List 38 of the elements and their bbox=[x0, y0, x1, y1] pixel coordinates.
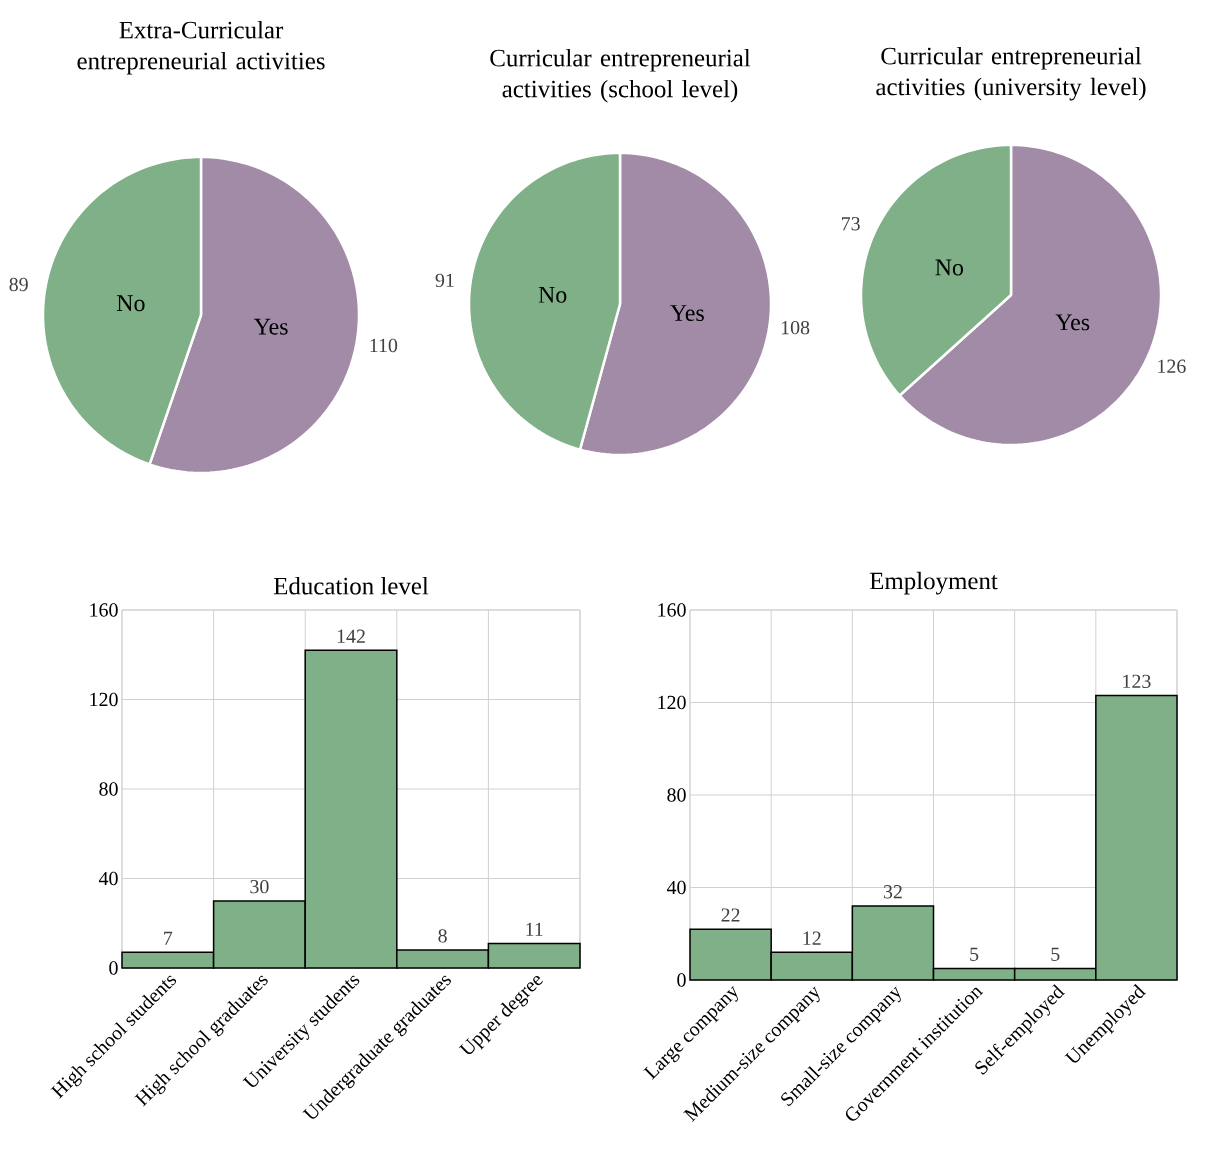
data-label: 5 bbox=[1051, 947, 1060, 961]
data-label: 108 bbox=[781, 320, 810, 335]
data-label: 32 bbox=[883, 885, 902, 899]
slice-label: Yes bbox=[253, 318, 288, 335]
y-tick-label: 40 bbox=[98, 871, 118, 886]
slice-label: No bbox=[116, 295, 145, 312]
y-tick-label: 160 bbox=[90, 603, 118, 617]
data-label: 7 bbox=[164, 931, 173, 945]
data-label: 73 bbox=[842, 217, 860, 231]
data-label: 91 bbox=[435, 273, 454, 288]
data-label: 110 bbox=[370, 338, 398, 353]
chart-title: Employment bbox=[869, 571, 998, 595]
data-label: 12 bbox=[803, 931, 821, 945]
y-tick-label: 80 bbox=[99, 782, 118, 796]
data-label: 11 bbox=[526, 922, 543, 936]
data-label: 5 bbox=[970, 947, 979, 961]
data-label: 89 bbox=[9, 277, 28, 292]
data-label: 22 bbox=[721, 908, 740, 922]
chart-title: Curricular entrepreneurial activities (university level) bbox=[876, 46, 1146, 101]
slice-label: Yes bbox=[1055, 314, 1090, 331]
y-tick-label: 80 bbox=[667, 788, 686, 802]
data-label: 8 bbox=[438, 929, 447, 943]
data-label: 126 bbox=[1158, 359, 1186, 373]
data-label: 30 bbox=[250, 879, 269, 894]
data-label: 123 bbox=[1123, 674, 1151, 689]
y-tick-label: 40 bbox=[666, 880, 686, 895]
slice-label: No bbox=[538, 286, 567, 303]
chart-title: Extra-Curricular entrepreneurial activities bbox=[77, 21, 325, 75]
chart-title: Curricular entrepreneurial activities (school level) bbox=[490, 49, 751, 103]
y-tick-label: 0 bbox=[109, 961, 118, 975]
y-tick-label: 120 bbox=[90, 692, 118, 707]
data-label: 142 bbox=[337, 629, 365, 643]
slice-label: No bbox=[935, 259, 964, 276]
y-tick-label: 120 bbox=[658, 695, 686, 710]
y-tick-label: 0 bbox=[677, 973, 686, 987]
slice-label: Yes bbox=[670, 305, 704, 322]
y-tick-label: 160 bbox=[658, 603, 686, 617]
chart-title: Education level bbox=[273, 576, 429, 595]
